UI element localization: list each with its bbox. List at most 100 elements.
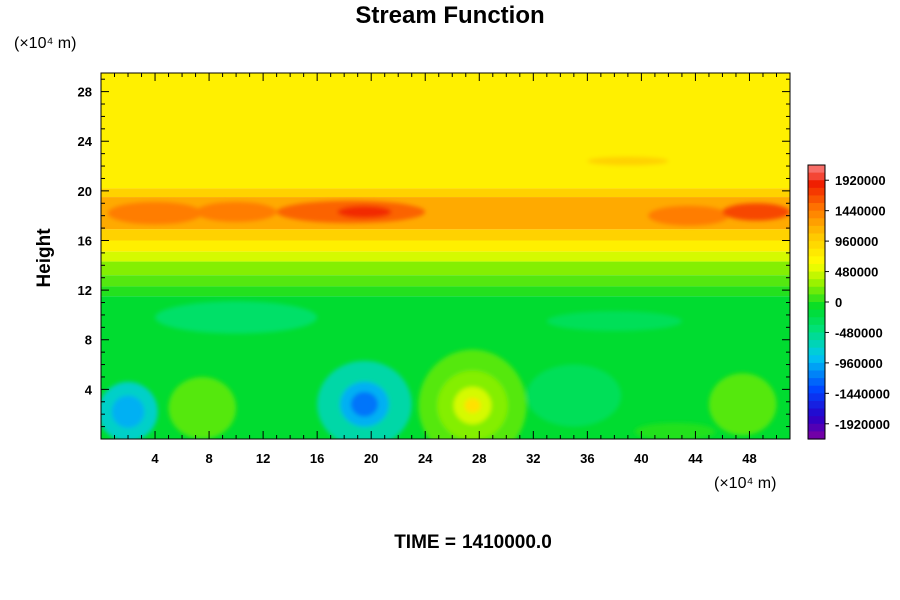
y-tick-label: 8 <box>85 333 92 348</box>
colorbar-swatch <box>808 225 825 235</box>
heatmap-feature-5 <box>648 205 730 226</box>
time-label: TIME = 1410000.0 <box>0 532 900 554</box>
x-tick-label: 36 <box>580 451 594 466</box>
colorbar-swatch <box>808 195 825 204</box>
colorbar-swatch <box>808 241 825 250</box>
colorbar-swatch <box>808 309 825 318</box>
x-tick-label: 8 <box>205 451 212 466</box>
colorbar-label: -480000 <box>835 325 883 340</box>
colorbar-swatch <box>808 248 825 257</box>
x-tick-label: 20 <box>364 451 378 466</box>
chart-title: Stream Function <box>355 2 545 29</box>
x-tick-label: 40 <box>634 451 648 466</box>
colorbar-swatch <box>808 279 825 288</box>
colorbar-swatch <box>808 263 825 273</box>
colorbar-label: 1920000 <box>835 173 886 188</box>
x-tick-label: 12 <box>256 451 270 466</box>
x-tick-label: 48 <box>742 451 756 466</box>
colorbar-swatch <box>808 340 825 349</box>
plot-area <box>101 73 790 439</box>
y-axis-unit: (×10⁴ m) <box>14 35 76 52</box>
x-tick-label: 28 <box>472 451 486 466</box>
heatmap-feature-21 <box>634 422 716 439</box>
heatmap-feature-18 <box>464 398 481 413</box>
heatmap-feature-4 <box>337 205 392 219</box>
colorbar-label: 480000 <box>835 265 878 280</box>
y-axis-label: Height <box>34 228 55 288</box>
colorbar-swatch <box>808 385 825 394</box>
heatmap-band-7 <box>101 275 790 287</box>
heatmap-band-1 <box>101 188 790 198</box>
colorbar-swatch <box>808 210 825 219</box>
heatmap-feature-10 <box>111 395 145 428</box>
colorbar-label: -960000 <box>835 356 883 371</box>
colorbar-swatch <box>808 423 825 432</box>
colorbar-label: -1440000 <box>835 386 890 401</box>
heatmap-feature-20 <box>708 373 777 436</box>
colorbar-swatch <box>808 378 825 387</box>
colorbar-swatch <box>808 187 825 197</box>
x-tick-label: 44 <box>688 451 703 466</box>
colorbar-label: 0 <box>835 295 842 310</box>
colorbar-swatch <box>808 256 825 265</box>
colorbar-swatch <box>808 362 825 372</box>
colorbar-swatch <box>808 408 825 417</box>
colorbar-swatch <box>808 324 825 334</box>
heatmap-feature-11 <box>168 376 237 439</box>
heatmap-feature-1 <box>107 202 203 225</box>
colorbar-swatch <box>808 355 825 364</box>
y-tick-label: 28 <box>78 85 92 100</box>
heatmap-feature-7 <box>155 301 318 334</box>
heatmap-band-0 <box>101 73 790 189</box>
plot-frame <box>100 72 791 440</box>
heatmap-band-8 <box>101 286 790 297</box>
colorbar-swatch <box>808 332 825 341</box>
x-axis-unit: (×10⁴ m) <box>714 475 776 492</box>
y-tick-label: 4 <box>85 382 93 397</box>
colorbar-swatch <box>808 203 825 212</box>
y-tick-label: 20 <box>78 184 92 199</box>
heatmap-feature-0 <box>587 156 669 166</box>
colorbar-swatch <box>808 302 825 311</box>
colorbar-label: -1920000 <box>835 417 890 432</box>
colorbar: 1920000 1440000 960000 480000 0 -480000 -96000… <box>807 164 890 440</box>
heatmap-band-5 <box>101 251 790 262</box>
heatmap-feature-8 <box>546 311 682 332</box>
heatmap-band-6 <box>101 261 790 276</box>
colorbar-swatch <box>808 271 825 280</box>
colorbar-swatch <box>808 431 825 440</box>
y-tick-label: 12 <box>78 283 92 298</box>
colorbar-swatch <box>808 294 825 303</box>
y-tick-label: 24 <box>78 134 93 149</box>
colorbar-swatch <box>808 400 825 410</box>
colorbar-swatch <box>808 317 825 326</box>
colorbar-swatch <box>808 218 825 227</box>
colorbar-swatch <box>808 165 825 174</box>
heatmap-feature-19 <box>526 364 622 427</box>
colorbar-swatch <box>808 180 825 189</box>
x-axis-ticks: 4 8 12 16 20 24 28 32 36 40 44 48 <box>114 73 777 466</box>
time-label-prefix: TIME = <box>394 532 456 553</box>
colorbar-label: 1440000 <box>835 204 886 219</box>
heatmap-band-3 <box>101 229 790 241</box>
heatmap-feature-6 <box>722 203 790 221</box>
time-value: 1410000.0 <box>461 532 552 553</box>
colorbar-swatch <box>808 233 825 242</box>
heatmap-band-4 <box>101 240 790 252</box>
heatmap-features <box>101 156 790 439</box>
colorbar-swatch <box>808 416 825 425</box>
x-tick-label: 16 <box>310 451 324 466</box>
colorbar-swatch <box>808 347 825 356</box>
y-axis-ticks: 4 8 12 16 20 24 28 <box>78 78 790 428</box>
colorbar-swatch <box>808 172 825 181</box>
heatmap-feature-14 <box>350 391 378 417</box>
colorbar-label: 960000 <box>835 234 878 249</box>
x-tick-label: 24 <box>418 451 433 466</box>
x-tick-label: 32 <box>526 451 540 466</box>
colorbar-swatch <box>808 286 825 295</box>
x-tick-label: 4 <box>151 451 159 466</box>
y-tick-label: 16 <box>78 233 92 248</box>
heatmap-feature-2 <box>195 202 277 222</box>
colorbar-swatch <box>808 370 825 379</box>
